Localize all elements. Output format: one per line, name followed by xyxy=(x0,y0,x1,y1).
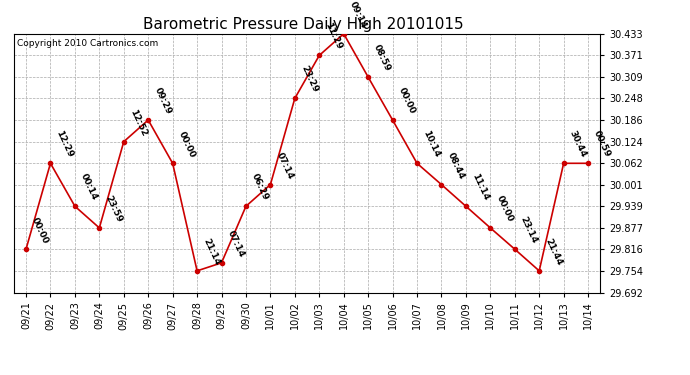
Text: 08:44: 08:44 xyxy=(446,151,466,180)
Text: Copyright 2010 Cartronics.com: Copyright 2010 Cartronics.com xyxy=(17,39,158,48)
Text: 23:59: 23:59 xyxy=(104,194,124,224)
Text: 07:14: 07:14 xyxy=(275,151,295,180)
Text: 21:44: 21:44 xyxy=(543,237,564,267)
Text: 12:52: 12:52 xyxy=(128,108,148,138)
Text: 00:14: 00:14 xyxy=(79,172,99,202)
Text: 06:29: 06:29 xyxy=(250,172,270,202)
Text: 07:14: 07:14 xyxy=(226,229,246,259)
Text: 10:14: 10:14 xyxy=(421,129,442,159)
Text: 11:14: 11:14 xyxy=(470,172,491,202)
Text: 00:59: 00:59 xyxy=(592,129,613,159)
Text: 00:00: 00:00 xyxy=(177,130,197,159)
Text: 09:14: 09:14 xyxy=(348,0,368,30)
Text: 00:00: 00:00 xyxy=(495,195,515,224)
Text: 00:00: 00:00 xyxy=(30,216,50,245)
Text: 23:29: 23:29 xyxy=(299,64,319,94)
Text: 12:29: 12:29 xyxy=(55,129,75,159)
Text: 30:44: 30:44 xyxy=(568,129,588,159)
Text: 00:00: 00:00 xyxy=(397,87,417,116)
Text: 23:14: 23:14 xyxy=(519,215,540,245)
Text: 21:14: 21:14 xyxy=(201,237,221,267)
Text: Barometric Pressure Daily High 20101015: Barometric Pressure Daily High 20101015 xyxy=(144,17,464,32)
Text: 11:29: 11:29 xyxy=(324,21,344,51)
Text: 08:59: 08:59 xyxy=(373,43,393,73)
Text: 09:29: 09:29 xyxy=(152,86,172,116)
